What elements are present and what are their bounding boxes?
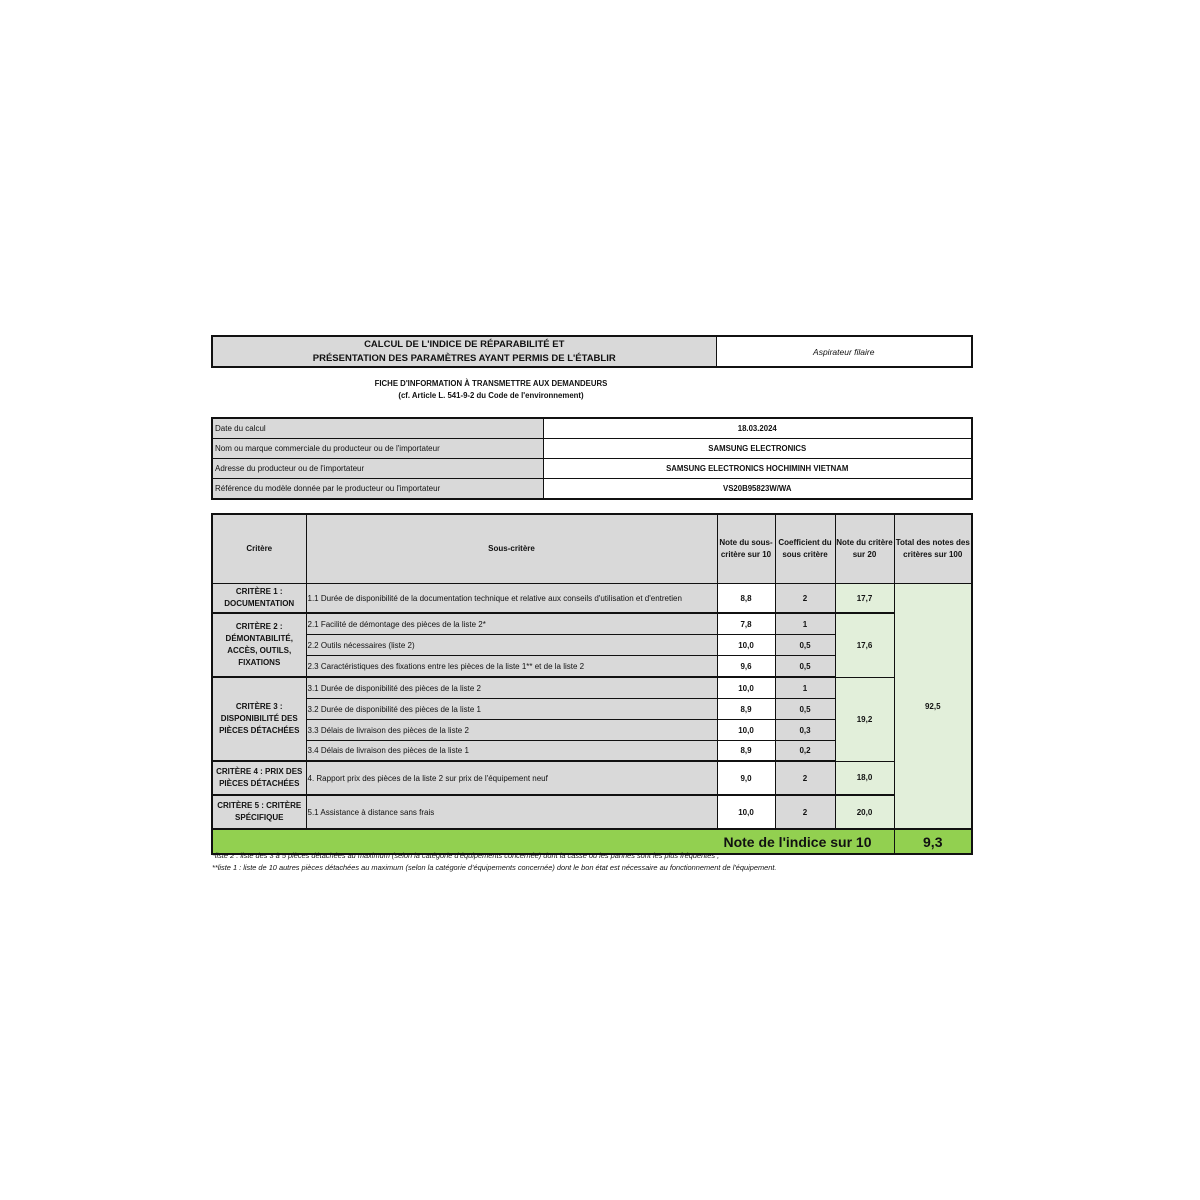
- criterion-score: 18,0: [834, 760, 895, 796]
- info-label: Adresse du producteur ou de l'importateu…: [211, 458, 544, 479]
- sub-criterion-coefficient: 0,5: [774, 634, 836, 656]
- info-label: Nom ou marque commerciale du producteur …: [211, 438, 544, 459]
- footnotes: *liste 2 : liste des 3 à 5 pièces détach…: [212, 850, 776, 874]
- sub-criterion-score: 10,0: [716, 676, 776, 699]
- info-value: 18.03.2024: [542, 417, 973, 439]
- info-table: Date du calcul 18.03.2024 Nom ou marque c…: [211, 417, 973, 500]
- table-row: CRITÈRE 5 : CRITÈRE SPÉCIFIQUE 5.1 Assist…: [211, 794, 972, 830]
- final-row: Note de l'indice sur 10 9,3: [211, 828, 973, 855]
- sub-criterion-coefficient: 2: [774, 583, 836, 614]
- final-score-label: Note de l'indice sur 10: [211, 828, 895, 855]
- table-row: 3.3 Délais de livraison des pièces de la…: [212, 719, 972, 741]
- sub-criterion-score: 8,8: [716, 583, 776, 614]
- info-row: Adresse du producteur ou de l'importateu…: [211, 458, 973, 479]
- info-label: Référence du modèle donnée par le produc…: [211, 478, 544, 500]
- subtitle-line-1: FICHE D'INFORMATION À TRANSMETTRE AUX DE…: [374, 379, 608, 388]
- sub-criterion-score: 7,8: [716, 612, 776, 635]
- sub-criterion-coefficient: 0,5: [774, 655, 836, 678]
- criterion-label: CRITÈRE 2 : DÉMONTABILITÉ, ACCÈS, OUTILS…: [211, 612, 307, 678]
- sub-criterion-label: 4. Rapport prix des pièces de la liste 2…: [305, 760, 718, 796]
- title-line-2: PRÉSENTATION DES PARAMÈTRES AYANT PERMIS…: [312, 352, 616, 364]
- header-critere: Critère: [211, 513, 307, 584]
- header-sous-critere: Sous-critère: [305, 513, 718, 584]
- table-row: 2.3 Caractéristiques des fixations entre…: [212, 655, 972, 678]
- sub-criterion-score: 8,9: [716, 740, 776, 762]
- info-value: SAMSUNG ELECTRONICS HOCHIMINH VIETNAM: [542, 458, 973, 479]
- info-label: Date du calcul: [211, 417, 544, 439]
- document-title: CALCUL DE L'INDICE DE RÉPARABILITÉ ET PR…: [211, 335, 717, 368]
- subtitle-line-2: (cf. Article L. 541-9-2 du Code de l'env…: [398, 391, 584, 400]
- sub-criterion-coefficient: 1: [774, 612, 836, 635]
- sub-criterion-score: 10,0: [716, 719, 776, 741]
- criterion-label: CRITÈRE 5 : CRITÈRE SPÉCIFIQUE: [211, 794, 307, 830]
- repairability-table: Critère Sous-critère Note du sous-critèr…: [211, 513, 973, 855]
- table-row: CRITÈRE 1 : DOCUMENTATION 1.1 Durée de di…: [211, 583, 973, 830]
- criterion-score: 19,2: [834, 676, 895, 762]
- sub-criterion-coefficient: 2: [774, 794, 836, 830]
- sub-criterion-coefficient: 0,2: [774, 740, 836, 762]
- sub-criterion-label: 1.1 Durée de disponibilité de la documen…: [305, 583, 718, 614]
- title-line-1: CALCUL DE L'INDICE DE RÉPARABILITÉ ET: [364, 338, 565, 350]
- criterion-label: CRITÈRE 1 : DOCUMENTATION: [211, 583, 307, 614]
- subtitle: FICHE D'INFORMATION À TRANSMETTRE AUX DE…: [211, 378, 771, 402]
- title-box: CALCUL DE L'INDICE DE RÉPARABILITÉ ET PR…: [211, 335, 973, 368]
- final-score-value: 9,3: [893, 828, 973, 855]
- criterion-label: CRITÈRE 3 : DISPONIBILITÉ DES PIÈCES DÉT…: [211, 676, 307, 762]
- footnote-liste-1: **liste 1 : liste de 10 autres pièces dé…: [212, 863, 777, 872]
- sub-criterion-label: 5.1 Assistance à distance sans frais: [305, 794, 718, 830]
- table-row: 3.2 Durée de disponibilité des pièces de…: [212, 698, 972, 720]
- header-total: Total des notes des critères sur 100: [893, 513, 973, 584]
- sub-criterion-score: 10,0: [716, 634, 776, 656]
- table-row: 3.4 Délais de livraison des pièces de la…: [212, 740, 972, 762]
- criterion-score: 17,6: [834, 612, 895, 678]
- sub-criterion-score: 9,0: [716, 760, 776, 796]
- header-coefficient: Coefficient du sous critère: [774, 513, 836, 584]
- info-value: VS20B95823W/WA: [542, 478, 973, 500]
- header-row: Critère Sous-critère Note du sous-critèr…: [211, 513, 973, 584]
- header-note-sous-critere: Note du sous-critère sur 10: [716, 513, 776, 584]
- table-row: CRITÈRE 3 : DISPONIBILITÉ DES PIÈCES DÉT…: [211, 676, 972, 762]
- table-row: 2.2 Outils nécessaires (liste 2) 10,0 0,5: [212, 634, 972, 656]
- header-note-critere: Note du critère sur 20: [834, 513, 895, 584]
- product-type: Aspirateur filaire: [715, 335, 973, 368]
- criterion-score: 17,7: [834, 583, 895, 614]
- info-row: Nom ou marque commerciale du producteur …: [211, 438, 973, 459]
- sub-criterion-label: 3.2 Durée de disponibilité des pièces de…: [305, 698, 718, 720]
- criterion-score: 20,0: [834, 794, 895, 830]
- sub-criterion-coefficient: 2: [774, 760, 836, 796]
- total-score: 92,5: [893, 583, 973, 830]
- info-row: Date du calcul 18.03.2024: [211, 417, 973, 439]
- table-row: CRITÈRE 2 : DÉMONTABILITÉ, ACCÈS, OUTILS…: [211, 612, 972, 678]
- sub-criterion-coefficient: 1: [774, 676, 836, 699]
- footnote-liste-2: *liste 2 : liste des 3 à 5 pièces détach…: [212, 851, 720, 860]
- sub-criterion-label: 3.4 Délais de livraison des pièces de la…: [305, 740, 718, 762]
- criterion-label: CRITÈRE 4 : PRIX DES PIÈCES DÉTACHÉES: [211, 760, 307, 796]
- sub-criterion-score: 8,9: [716, 698, 776, 720]
- sub-criterion-label: 2.2 Outils nécessaires (liste 2): [305, 634, 718, 656]
- sub-criterion-label: 2.3 Caractéristiques des fixations entre…: [305, 655, 718, 678]
- sub-criterion-label: 3.1 Durée de disponibilité des pièces de…: [305, 676, 718, 699]
- sub-criterion-label: 3.3 Délais de livraison des pièces de la…: [305, 719, 718, 741]
- info-row: Référence du modèle donnée par le produc…: [211, 478, 973, 500]
- sub-criterion-coefficient: 0,3: [774, 719, 836, 741]
- sub-criterion-score: 9,6: [716, 655, 776, 678]
- table-row: CRITÈRE 4 : PRIX DES PIÈCES DÉTACHÉES 4. …: [211, 760, 972, 796]
- sub-criterion-coefficient: 0,5: [774, 698, 836, 720]
- sub-criterion-label: 2.1 Facilité de démontage des pièces de …: [305, 612, 718, 635]
- info-value: SAMSUNG ELECTRONICS: [542, 438, 973, 459]
- sub-criterion-score: 10,0: [716, 794, 776, 830]
